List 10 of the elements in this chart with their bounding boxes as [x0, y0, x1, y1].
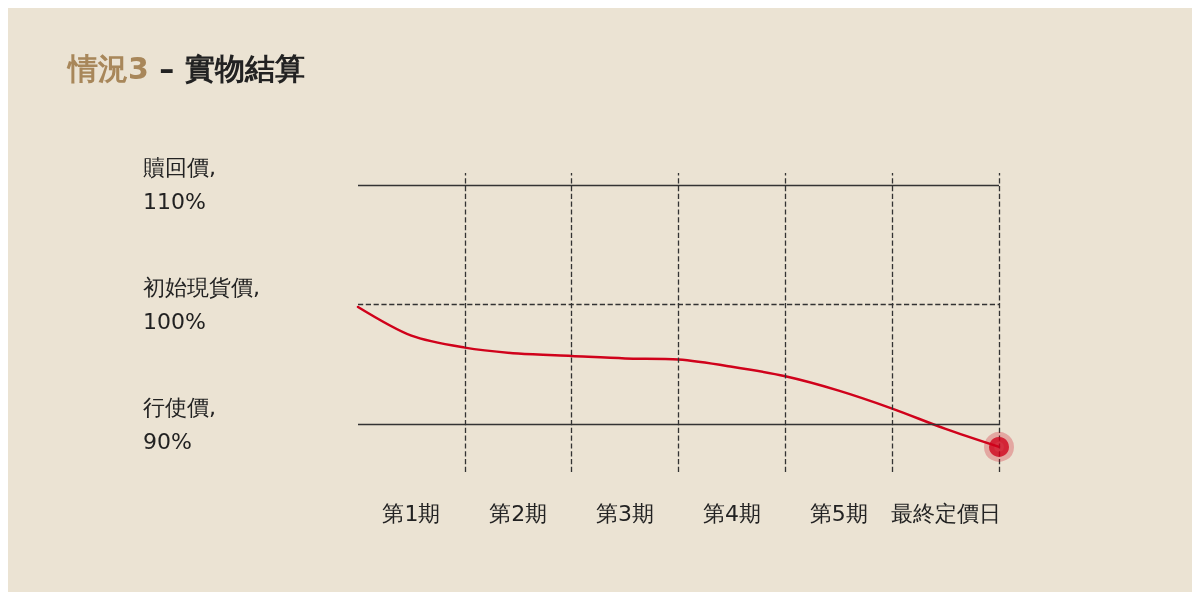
y-tick-label: 贖回價, 110%: [143, 155, 216, 215]
x-tick-label: 第3期: [596, 500, 655, 526]
x-tick-label: 第1期: [382, 500, 441, 526]
x-tick-label: 第4期: [702, 500, 761, 526]
x-tick-label: 最終定價日: [890, 500, 1001, 526]
y-tick-label: 行使價, 90%: [143, 394, 216, 454]
chart-title: 情況3 – 實物結算: [66, 50, 305, 86]
x-tick-label: 第5期: [809, 500, 868, 526]
x-tick-label: 第2期: [489, 500, 548, 526]
y-tick-label: 初始現貨價, 100%: [143, 275, 260, 335]
